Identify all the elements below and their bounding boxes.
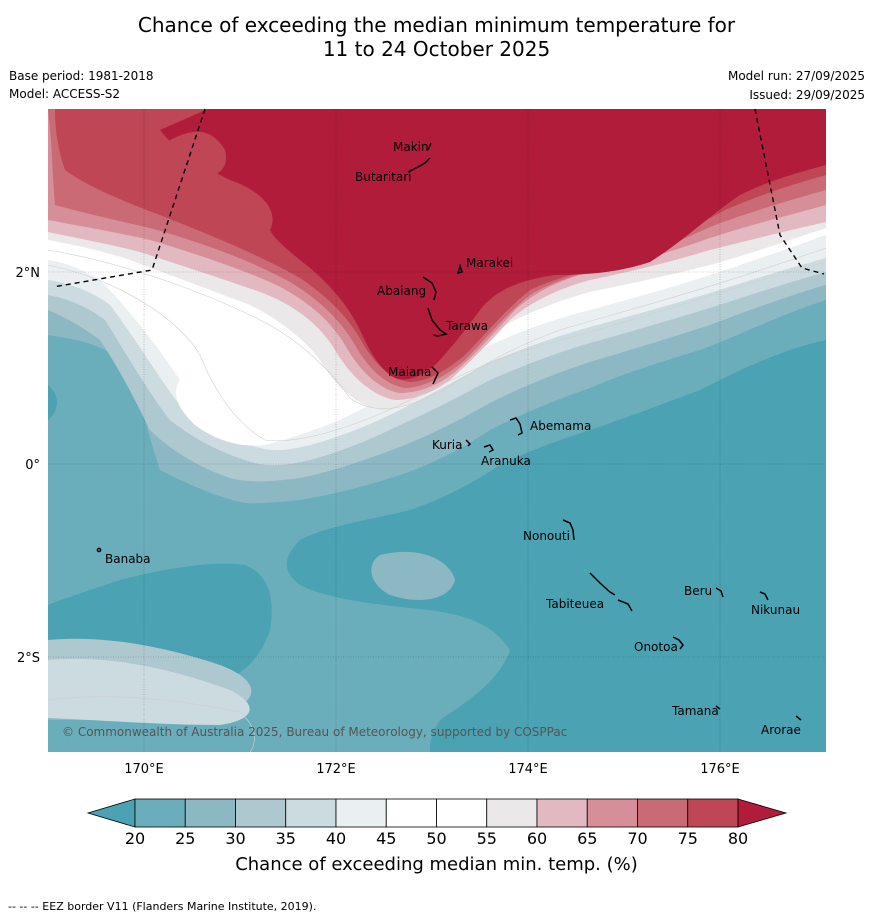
- island-nonouti: [562, 519, 575, 541]
- y-tick-2n: 2°N: [16, 266, 41, 281]
- colorbar-swatch: [134, 798, 186, 828]
- island-beru: [715, 587, 724, 598]
- colorbar-tick-label: 65: [577, 829, 597, 848]
- label-butaritari: Butaritari: [355, 170, 412, 184]
- colorbar-tick-label: 25: [175, 829, 195, 848]
- colorbar-swatch: [335, 798, 387, 828]
- label-tabiteuea: Tabiteuea: [545, 597, 604, 611]
- eez-footnote: -- -- -- EEZ border V11 (Flanders Marine…: [8, 900, 317, 913]
- probability-field: [48, 109, 826, 752]
- y-axis-labels: 2°N 0° 2°S: [16, 266, 41, 666]
- island-maiana: [431, 366, 439, 385]
- colorbar-tick-label: 20: [125, 829, 145, 848]
- island-tabiteuea: [589, 572, 633, 612]
- label-nonouti: Nonouti: [523, 529, 570, 543]
- model-run-date: Model run: 27/09/2025: [727, 69, 865, 83]
- island-banaba: [96, 547, 102, 553]
- copyright-notice: © Commonwealth of Australia 2025, Bureau…: [62, 725, 567, 739]
- colorbar-swatch: [436, 798, 488, 828]
- colorbar-tick-label: 60: [527, 829, 547, 848]
- island-aranuka: [483, 444, 495, 453]
- label-kuria: Kuria: [432, 438, 463, 452]
- x-tick-174e: 174°E: [508, 762, 548, 777]
- colorbar-swatch: [687, 798, 739, 828]
- x-axis-labels: 170°E 172°E 174°E 176°E: [124, 762, 740, 777]
- colorbar-tick-label: 45: [376, 829, 396, 848]
- island-marakei: [456, 263, 463, 275]
- label-banaba: Banaba: [105, 552, 151, 566]
- colorbar-swatch: [486, 798, 538, 828]
- y-tick-0: 0°: [25, 458, 40, 473]
- grid-lines: [48, 109, 826, 752]
- colorbar: 20 25 30 35 40 45 50 55 60 65 70 75 80: [86, 798, 788, 848]
- colorbar-tick-label: 35: [276, 829, 296, 848]
- label-marakei: Marakei: [466, 256, 513, 270]
- label-tamana: Tamana: [671, 704, 719, 718]
- island-butaritari: [407, 157, 431, 173]
- colorbar-tick-label: 55: [477, 829, 497, 848]
- x-tick-176e: 176°E: [700, 762, 740, 777]
- label-makin: Makin: [393, 140, 429, 154]
- island-onotoa: [672, 636, 684, 650]
- label-nikunau: Nikunau: [751, 603, 800, 617]
- issued-date: Issued: 29/09/2025: [749, 88, 865, 102]
- x-tick-170e: 170°E: [124, 762, 164, 777]
- island-abaiang: [422, 276, 437, 301]
- island-makin: [427, 142, 432, 151]
- place-labels: Makin Butaritari Marakei Abaiang Tarawa …: [105, 140, 801, 737]
- island-tarawa: [427, 307, 448, 337]
- island-nikunau: [759, 591, 769, 601]
- colorbar-swatch: [285, 798, 337, 828]
- colorbar-swatch: [637, 798, 689, 828]
- label-abemama: Abemama: [530, 419, 591, 433]
- eez-border: [52, 108, 825, 288]
- island-abemama: [509, 417, 523, 436]
- x-tick-172e: 172°E: [316, 762, 356, 777]
- map-title-line-1: Chance of exceeding the median minimum t…: [137, 13, 736, 37]
- label-tarawa: Tarawa: [445, 319, 488, 333]
- contour-lines: [48, 247, 826, 752]
- colorbar-swatch: [184, 798, 236, 828]
- label-beru: Beru: [684, 584, 712, 598]
- island-outlines: [96, 142, 802, 721]
- colorbar-over-arrow: [737, 798, 788, 828]
- y-tick-2s: 2°S: [17, 651, 40, 666]
- label-onotoa: Onotoa: [634, 640, 678, 654]
- colorbar-swatch: [235, 798, 287, 828]
- colorbar-tick-label: 75: [678, 829, 698, 848]
- colorbar-tick-label: 70: [627, 829, 647, 848]
- colorbar-tick-label: 30: [225, 829, 245, 848]
- colorbar-under-arrow: [86, 798, 136, 828]
- colorbar-swatch: [385, 798, 437, 828]
- label-aranuka: Aranuka: [481, 454, 531, 468]
- island-arorae: [795, 715, 802, 721]
- label-arorae: Arorae: [761, 723, 801, 737]
- map-title-line-2: 11 to 24 October 2025: [322, 37, 551, 61]
- label-abaiang: Abaiang: [377, 284, 426, 298]
- label-maiana: Maiana: [388, 365, 431, 379]
- colorbar-swatch: [586, 798, 638, 828]
- island-tamana: [715, 705, 721, 710]
- island-kuria: [465, 439, 472, 447]
- colorbar-label: Chance of exceeding median min. temp. (%…: [235, 854, 638, 875]
- colorbar-swatch: [536, 798, 588, 828]
- base-period: Base period: 1981-2018: [9, 69, 154, 83]
- colorbar-tick-label: 80: [728, 829, 748, 848]
- colorbar-tick-label: 40: [326, 829, 346, 848]
- model-name: Model: ACCESS-S2: [9, 87, 121, 101]
- colorbar-tick-label: 50: [426, 829, 446, 848]
